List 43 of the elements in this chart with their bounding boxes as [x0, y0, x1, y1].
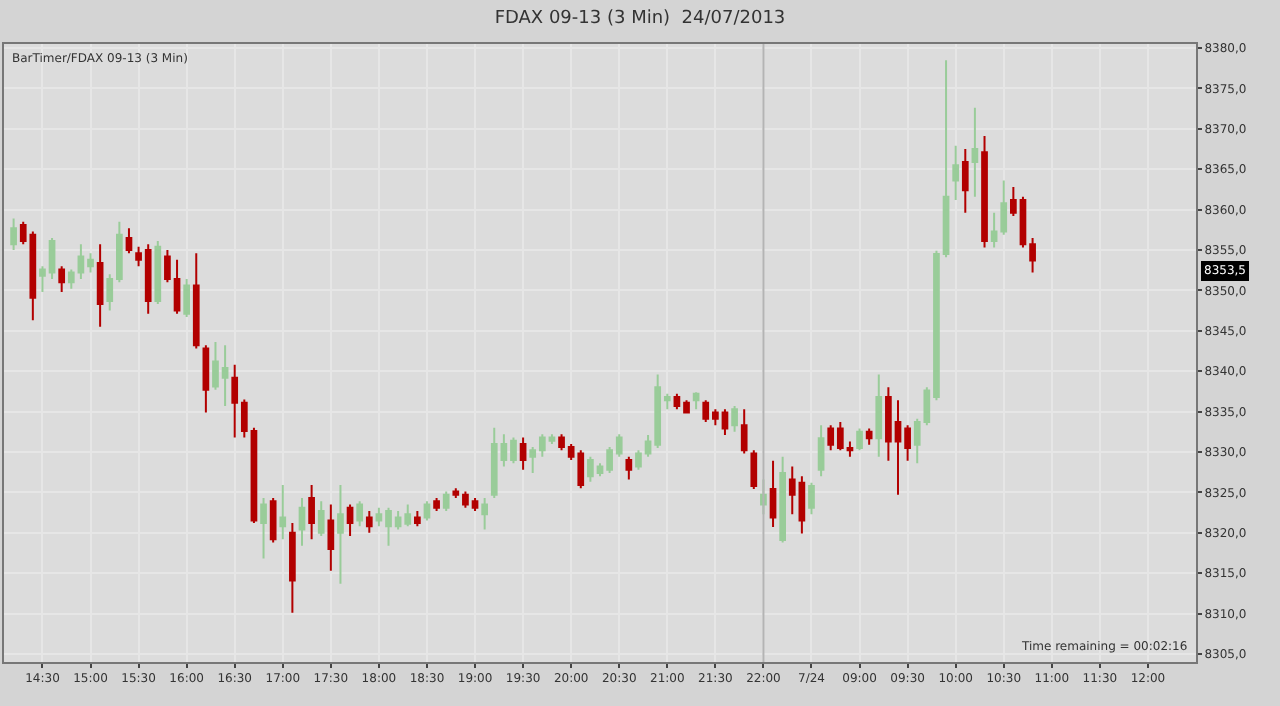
candlestick: [327, 503, 335, 572]
candlestick: [981, 135, 988, 249]
candlestick: [289, 522, 296, 614]
candlestick: [125, 227, 133, 255]
candlestick: [308, 484, 315, 541]
candlestick: [346, 503, 354, 537]
candlestick: [192, 252, 200, 350]
candlestick: [817, 424, 825, 478]
candlestick: [625, 455, 633, 481]
candlestick: [433, 497, 440, 512]
candlestick: [298, 497, 306, 547]
candlestick: [356, 500, 364, 528]
candlestick: [692, 391, 700, 411]
candlestick: [971, 106, 979, 198]
candlestick: [183, 278, 190, 319]
candlestick: [856, 427, 863, 452]
candlestick: [808, 481, 815, 516]
chart-title: FDAX 09-13 (3 Min) 24/07/2013: [494, 9, 786, 30]
candlestick: [779, 455, 786, 544]
candlestick: [750, 449, 758, 491]
candlestick: [423, 500, 431, 522]
candlestick: [202, 344, 210, 414]
candlestick: [740, 408, 748, 455]
candlestick: [96, 243, 104, 328]
candlestick: [769, 459, 777, 529]
candlestick: [58, 265, 66, 293]
candlestick: [952, 144, 960, 201]
candlestick: [414, 509, 421, 528]
candlestick: [317, 500, 325, 537]
candlestick: [260, 497, 267, 560]
candlestick: [442, 490, 450, 512]
candlestick: [10, 217, 17, 251]
candlestick: [154, 240, 162, 306]
candlestick: [269, 497, 277, 544]
candlestick: [481, 497, 488, 531]
candlestick: [519, 436, 527, 471]
candlestick: [731, 404, 738, 433]
candlestick: [337, 484, 344, 585]
candlestick: [365, 509, 373, 534]
candlestick: [279, 484, 287, 541]
candlestick: [865, 427, 873, 446]
candlestick: [875, 373, 883, 458]
candlestick: [961, 148, 969, 214]
